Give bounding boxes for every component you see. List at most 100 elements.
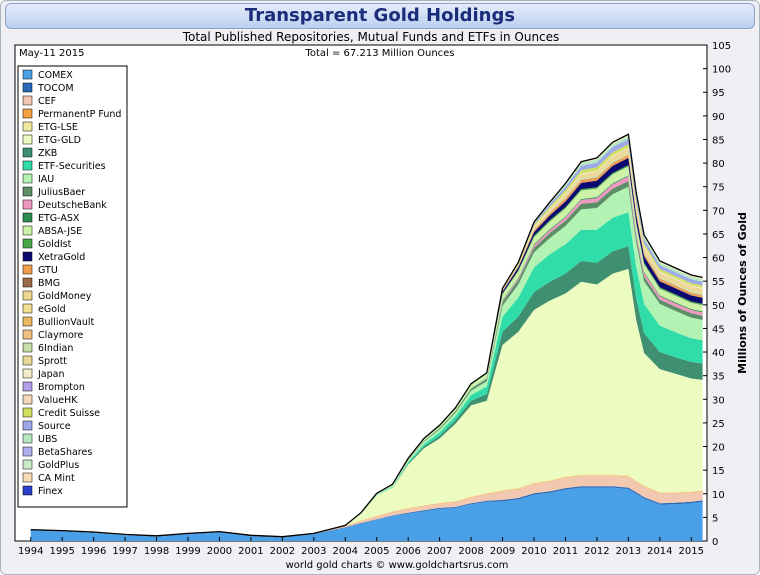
legend-swatch: [22, 355, 33, 366]
legend-label: Brompton: [38, 382, 85, 393]
legend-label: BullionVault: [38, 317, 95, 328]
x-tick-label: 2004: [333, 546, 358, 557]
credit-label: world gold charts © www.goldchartsrus.co…: [286, 560, 509, 571]
stacked-areas: [30, 134, 703, 541]
legend-swatch: [22, 251, 33, 262]
legend-label: ETF-Securities: [38, 161, 106, 172]
legend-swatch: [22, 277, 33, 288]
area-etg-gld: [30, 268, 703, 537]
total-label: Total = 67.213 Million Ounces: [304, 48, 454, 59]
legend-swatch: [22, 394, 33, 405]
legend-label: DeutscheBank: [38, 200, 107, 211]
y-tick-label: 20: [712, 443, 725, 454]
title-bar: Transparent Gold Holdings: [5, 3, 755, 29]
legend-swatch: [22, 173, 33, 184]
x-tick-label: 2001: [238, 546, 263, 557]
legend-label: Claymore: [38, 330, 83, 341]
legend-swatch: [22, 160, 33, 171]
legend-swatch: [22, 446, 33, 457]
y-tick-label: 0: [712, 537, 718, 548]
x-tick-label: 2006: [395, 546, 420, 557]
legend-swatch: [22, 316, 33, 327]
legend-label: Finex: [38, 486, 63, 497]
y-tick-label: 35: [712, 372, 725, 383]
x-tick-label: 1998: [144, 546, 169, 557]
legend-swatch: [22, 108, 33, 119]
legend-label: COMEX: [38, 70, 73, 81]
legend-label: PermanentP Fund: [38, 109, 121, 120]
x-tick-label: 2009: [490, 546, 515, 557]
legend-label: Credit Suisse: [38, 408, 100, 419]
legend-label: CA Mint: [38, 473, 75, 484]
x-tick-label: 1995: [49, 546, 74, 557]
legend-label: Source: [38, 421, 71, 432]
y-tick-label: 80: [712, 159, 725, 170]
legend: COMEX TOCOM CEF PermanentP Fund ETG-LSE ETG-G…: [17, 65, 128, 508]
legend-swatch: [22, 186, 33, 197]
x-tick-label: 2010: [521, 546, 546, 557]
y-tick-label: 105: [712, 41, 731, 52]
y-tick-label: 40: [712, 348, 725, 359]
y-tick-label: 85: [712, 135, 725, 146]
legend-swatch: [22, 329, 33, 340]
legend-swatch: [22, 407, 33, 418]
x-axis: 1994 1995 1996 1997 1998 1999 2000 2001 2002 2003…: [18, 537, 704, 557]
legend-swatch: [22, 121, 33, 132]
y-tick-label: 5: [712, 513, 718, 524]
x-tick-label: 2013: [616, 546, 641, 557]
y-tick-label: 50: [712, 301, 725, 312]
x-tick-label: 2000: [207, 546, 232, 557]
legend-swatch: [22, 69, 33, 80]
legend-label: Japan: [37, 369, 65, 380]
y-tick-label: 65: [712, 230, 725, 241]
legend-label: XetraGold: [38, 252, 85, 263]
legend-swatch: [22, 290, 33, 301]
legend-label: CEF: [38, 96, 56, 107]
area-comex: [30, 487, 703, 541]
legend-label: TOCOM: [37, 83, 74, 94]
legend-label: JuliusBaer: [37, 187, 85, 198]
area-permanentp-fund: [30, 475, 703, 537]
y-axis: 0 5 10 15 20 25 30 35 40 45 50 55 60 65 70 75 80 85 90 95 10…: [703, 41, 731, 548]
legend-swatch: [22, 303, 33, 314]
y-axis-label: Millions of Ounces of Gold: [736, 212, 749, 374]
area-etg-lse: [30, 474, 703, 537]
x-tick-label: 2011: [553, 546, 578, 557]
legend-swatch: [22, 212, 33, 223]
y-tick-label: 60: [712, 254, 725, 265]
top-outline: [30, 133, 703, 538]
date-label: May-11 2015: [19, 48, 84, 59]
y-tick-label: 45: [712, 324, 725, 335]
y-tick-label: 15: [712, 466, 725, 477]
legend-swatch: [22, 459, 33, 470]
legend-label: IAU: [38, 174, 54, 185]
legend-label: ETG-GLD: [38, 135, 81, 146]
legend-label: 6Indian: [38, 343, 73, 354]
x-tick-label: 2002: [270, 546, 295, 557]
legend-label: GoldPlus: [38, 460, 79, 471]
legend-label: BetaShares: [38, 447, 92, 458]
x-tick-label: 1994: [18, 546, 43, 557]
legend-label: ETG-LSE: [38, 122, 78, 133]
legend-swatch: [22, 420, 33, 431]
legend-label: eGold: [38, 304, 66, 315]
legend-swatch: [22, 381, 33, 392]
y-tick-label: 100: [712, 65, 731, 76]
legend-swatch: [22, 472, 33, 483]
area-cef: [30, 475, 703, 538]
legend-label: BMG: [38, 278, 60, 289]
x-tick-label: 1997: [112, 546, 137, 557]
legend-box: [17, 65, 128, 508]
x-tick-label: 2012: [584, 546, 609, 557]
legend-label: GoldMoney: [38, 291, 92, 302]
chart-subtitle: Total Published Repositories, Mutual Fun…: [182, 30, 560, 44]
x-tick-label: 2003: [301, 546, 326, 557]
y-tick-label: 10: [712, 490, 725, 501]
x-tick-label: 2007: [427, 546, 452, 557]
y-tick-label: 30: [712, 395, 725, 406]
x-tick-label: 2014: [647, 546, 672, 557]
x-tick-label: 2005: [364, 546, 389, 557]
legend-label: GTU: [38, 265, 58, 276]
x-tick-label: 2015: [679, 546, 704, 557]
